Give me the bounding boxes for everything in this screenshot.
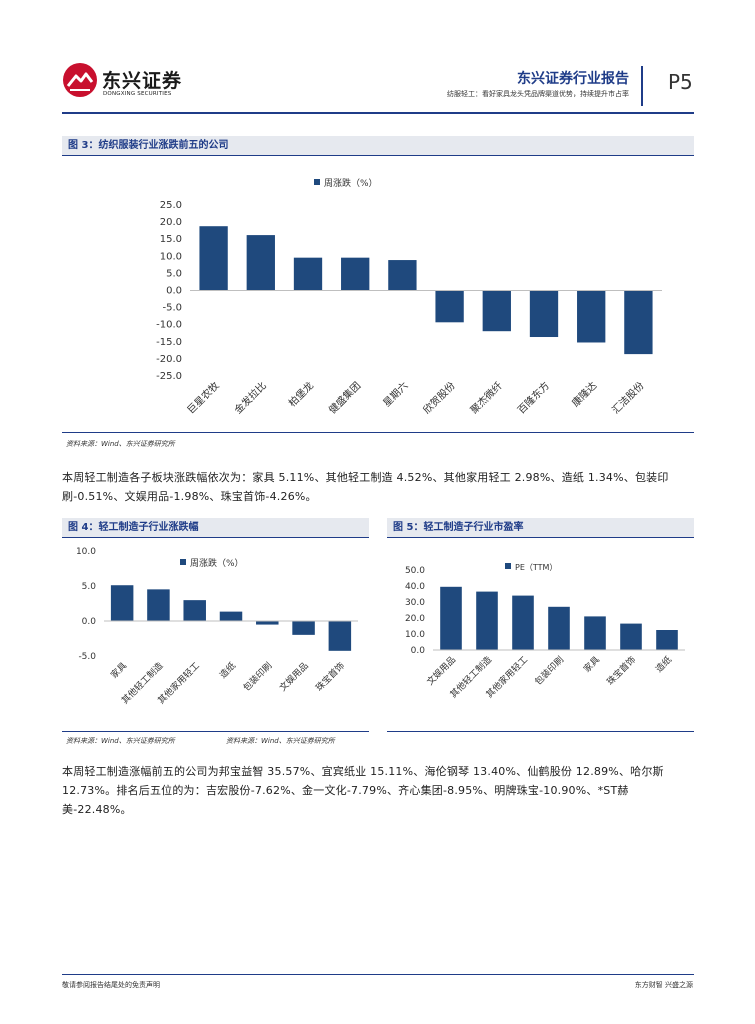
x-category-label: 金发拉比 — [231, 379, 268, 416]
y-tick-label: 10.0 — [160, 251, 182, 262]
x-category-label: 巨星农牧 — [184, 379, 221, 416]
bar-1 — [440, 586, 462, 650]
y-tick-label: -10.0 — [156, 320, 182, 331]
y-tick-label: 15.0 — [160, 234, 182, 245]
x-category-label: 星期六 — [381, 380, 411, 410]
y-tick-label: 20.0 — [160, 217, 182, 228]
x-category-label: 包装印刷 — [240, 660, 274, 694]
y-tick-label: -15.0 — [156, 337, 182, 348]
y-tick-label: 0.0 — [166, 286, 182, 297]
chart-legend: PE（TTM） — [505, 563, 557, 572]
bar-7 — [328, 621, 352, 651]
bar-4 — [548, 606, 570, 650]
bar-10 — [624, 290, 653, 355]
figure4-title: 图 4：轻工制造子行业涨跌幅 — [62, 518, 369, 538]
x-category-label: 文娱用品 — [424, 654, 458, 688]
y-tick-label: -5.0 — [162, 303, 182, 314]
bar-5 — [584, 616, 606, 650]
figure4-source: 资料来源：Wind、东兴证券研究所 — [66, 737, 175, 745]
chart-legend: 周涨跌（%） — [314, 178, 378, 189]
y-tick-label: -25.0 — [156, 371, 182, 382]
bar-1 — [110, 585, 134, 621]
bar-6 — [292, 621, 315, 635]
y-tick-label: 10.0 — [76, 547, 96, 557]
y-tick-label: 50.0 — [405, 566, 425, 576]
x-category-label: 文娱用品 — [277, 660, 311, 694]
bar-1 — [199, 226, 228, 291]
report-subtitle: 纺服轻工：看好家具龙头凭品牌渠道优势，持续提升市占率 — [447, 90, 629, 98]
figure3-source: 资料来源：Wind、东兴证券研究所 — [66, 440, 175, 448]
bar-7 — [656, 630, 678, 650]
y-tick-label: 20.0 — [405, 614, 425, 624]
figure5-title: 图 5：轻工制造子行业市盈率 — [387, 518, 694, 538]
legend-label: PE（TTM） — [515, 563, 557, 572]
bar-9 — [577, 290, 606, 343]
y-tick-label: 0.0 — [411, 646, 426, 656]
bar-5 — [256, 621, 279, 625]
bar-2 — [246, 235, 275, 291]
y-tick-label: -20.0 — [156, 354, 182, 365]
x-category-label: 家具 — [581, 654, 602, 675]
bar-3 — [183, 600, 206, 621]
bar-2 — [476, 591, 498, 650]
legend-swatch — [180, 559, 186, 565]
header-rule — [62, 112, 694, 114]
y-tick-label: 5.0 — [82, 582, 97, 592]
header-divider — [641, 66, 643, 106]
bar-8 — [529, 290, 559, 338]
page-number: P5 — [668, 70, 693, 94]
bar-2 — [147, 589, 170, 621]
legend-label: 周涨跌（%） — [190, 558, 244, 569]
bar-3 — [293, 257, 323, 291]
y-tick-label: 30.0 — [405, 598, 425, 608]
figure3-chart: 周涨跌（%） 25.0 20.0 15.0 10.0 5.0 0.0 -5.0 -10.0 -15… — [156, 178, 662, 416]
figure5-chart: PE（TTM）50.040.030.020.010.00.0文娱用品其他轻工制造… — [405, 563, 685, 700]
x-category-label: 造纸 — [653, 654, 674, 675]
figure3-bottom-rule — [62, 432, 694, 433]
bar-6 — [620, 623, 642, 650]
y-tick-label: 40.0 — [405, 582, 425, 592]
bar-6 — [435, 290, 464, 323]
x-category-label: 家具 — [108, 660, 129, 681]
y-tick-label: 5.0 — [166, 268, 182, 279]
legend-swatch — [314, 179, 320, 185]
x-category-label: 柏堡龙 — [286, 379, 316, 409]
chart-legend: 周涨跌（%） — [180, 558, 244, 569]
x-category-label: 康隆达 — [569, 379, 599, 409]
legend-swatch — [505, 563, 511, 569]
footer-rule — [62, 974, 694, 975]
footer-slogan: 东方财智 兴盛之源 — [634, 981, 693, 989]
figure3-title: 图 3：纺织服装行业涨跌前五的公司 — [62, 136, 694, 156]
bar-4 — [341, 257, 370, 291]
x-category-label: 健盛集团 — [326, 379, 363, 416]
bar-3 — [512, 595, 534, 650]
x-category-label: 包装印刷 — [532, 654, 566, 688]
report-name: 东兴证券行业报告 — [517, 71, 629, 87]
logo-text: 东兴证券 — [102, 70, 183, 92]
y-tick-label: 10.0 — [405, 630, 425, 640]
x-category-label: 聚杰微纤 — [467, 379, 504, 416]
x-category-label: 百隆东方 — [515, 379, 552, 416]
paragraph-top-companies: 本周轻工制造涨幅前五的公司为邦宝益智 35.57%、宜宾纸业 15.11%、海伦… — [62, 765, 664, 816]
x-category-label: 珠宝首饰 — [604, 654, 638, 688]
legend-label: 周涨跌（%） — [324, 178, 378, 189]
paragraph-subsector-returns: 本周轻工制造各子板块涨跌幅依次为：家具 5.11%、其他轻工制造 4.52%、其… — [62, 471, 669, 503]
bar-4 — [219, 611, 243, 621]
y-tick-label: -5.0 — [78, 652, 96, 662]
x-category-label: 汇洁股份 — [609, 379, 646, 416]
footer-disclaimer: 敬请参阅报告结尾处的免责声明 — [62, 981, 160, 989]
logo-subtext: DONGXING SECURITIES — [103, 91, 172, 97]
figure5-bottom-rule — [387, 731, 694, 732]
y-tick-label: 25.0 — [160, 200, 182, 211]
figure4-bottom-rule — [62, 731, 369, 732]
logo-icon — [63, 63, 97, 97]
x-category-label: 欣贺股份 — [420, 379, 457, 416]
x-category-label: 珠宝首饰 — [313, 660, 347, 694]
bar-5 — [388, 260, 417, 291]
bar-7 — [482, 290, 511, 332]
figure5-source: 资料来源：Wind、东兴证券研究所 — [226, 737, 335, 745]
y-tick-label: 0.0 — [82, 617, 97, 627]
x-category-label: 造纸 — [217, 660, 238, 681]
